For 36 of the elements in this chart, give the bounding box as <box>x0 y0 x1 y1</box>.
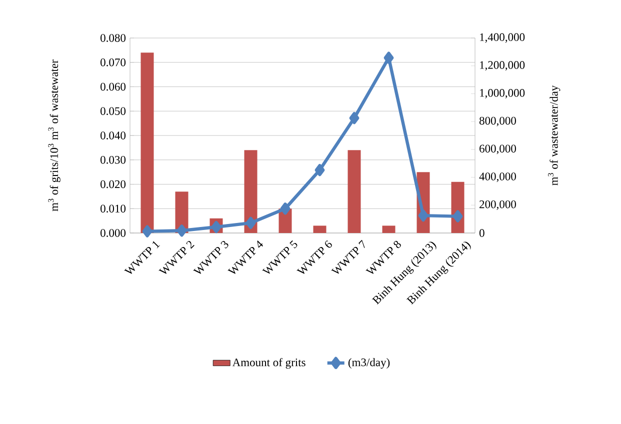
point <box>211 220 222 234</box>
bar <box>244 150 258 233</box>
legend-label: (m3/day) <box>348 358 390 369</box>
point <box>280 202 290 215</box>
y2-tick-label: 1,000,000 <box>480 89 525 98</box>
y-tick-label: 0.050 <box>100 107 126 116</box>
y-tick-label: 0.070 <box>100 58 126 66</box>
y2-axis-title: m$^{3}$ of wastewater/day <box>548 85 560 186</box>
point <box>314 164 325 176</box>
y-tick-label: 0.030 <box>100 156 126 164</box>
y-tick-label: 0.080 <box>100 34 126 42</box>
y-tick-label: 0.060 <box>100 82 126 91</box>
y-tick-label: 0.020 <box>100 180 126 188</box>
bar <box>348 150 361 233</box>
point <box>142 225 152 238</box>
legend-label: Amount of grits <box>232 358 306 369</box>
point <box>384 52 394 64</box>
y-tick-label: 0.010 <box>100 204 126 213</box>
y-tick-label: 0.000 <box>100 229 126 237</box>
y2-tick-label: 1,200,000 <box>480 61 525 71</box>
bar <box>140 52 154 233</box>
bar <box>382 226 396 233</box>
y2-tick-label: 400,000 <box>479 172 516 182</box>
y2-tick-label: 600,000 <box>480 144 516 154</box>
point <box>452 210 463 222</box>
point <box>246 216 256 230</box>
y-tick-label: 0.040 <box>100 132 126 140</box>
point <box>176 224 187 237</box>
y-axis-title: m$^{3}$ of grits/10$^{3}$ m$^{3}$ of wastewater <box>48 60 60 212</box>
point <box>418 209 428 222</box>
point <box>349 112 360 124</box>
y2-tick-label: 800,000 <box>479 116 516 126</box>
y2-tick-label: 1,400,000 <box>480 33 525 43</box>
y2-tick-label: 0 <box>479 229 484 237</box>
bar <box>313 226 326 233</box>
y2-tick-label: 200,000 <box>480 200 516 210</box>
